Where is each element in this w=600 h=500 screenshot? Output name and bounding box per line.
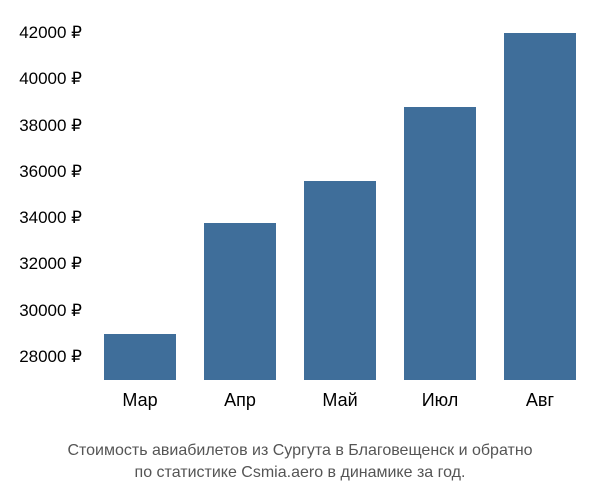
caption-line-2: по статистике Csmia.aero в динамике за г…	[135, 464, 466, 481]
x-axis: Мар Апр Май Июл Авг	[90, 390, 590, 420]
bar	[104, 334, 176, 380]
x-tick-label: Мар	[122, 390, 157, 411]
y-tick-label: 28000 ₽	[19, 347, 82, 367]
y-tick-label: 34000 ₽	[19, 208, 82, 228]
x-tick-label: Июл	[422, 390, 459, 411]
x-tick-label: Апр	[224, 390, 256, 411]
y-tick-label: 36000 ₽	[19, 162, 82, 182]
plot-area	[90, 10, 590, 380]
x-tick-label: Авг	[526, 390, 554, 411]
y-tick-label: 42000 ₽	[19, 23, 82, 43]
x-tick-label: Май	[322, 390, 357, 411]
price-bar-chart: 28000 ₽ 30000 ₽ 32000 ₽ 34000 ₽ 36000 ₽ 38000…	[0, 0, 600, 440]
bar	[404, 107, 476, 380]
bar	[304, 181, 376, 380]
caption-line-1: Стоимость авиабилетов из Сургута в Благо…	[67, 442, 532, 459]
chart-caption: Стоимость авиабилетов из Сургута в Благо…	[0, 440, 600, 485]
y-tick-label: 38000 ₽	[19, 116, 82, 136]
bar	[504, 33, 576, 380]
y-tick-label: 30000 ₽	[19, 301, 82, 321]
y-axis: 28000 ₽ 30000 ₽ 32000 ₽ 34000 ₽ 36000 ₽ 38000…	[0, 0, 90, 390]
y-tick-label: 32000 ₽	[19, 254, 82, 274]
bar	[204, 223, 276, 380]
y-tick-label: 40000 ₽	[19, 69, 82, 89]
